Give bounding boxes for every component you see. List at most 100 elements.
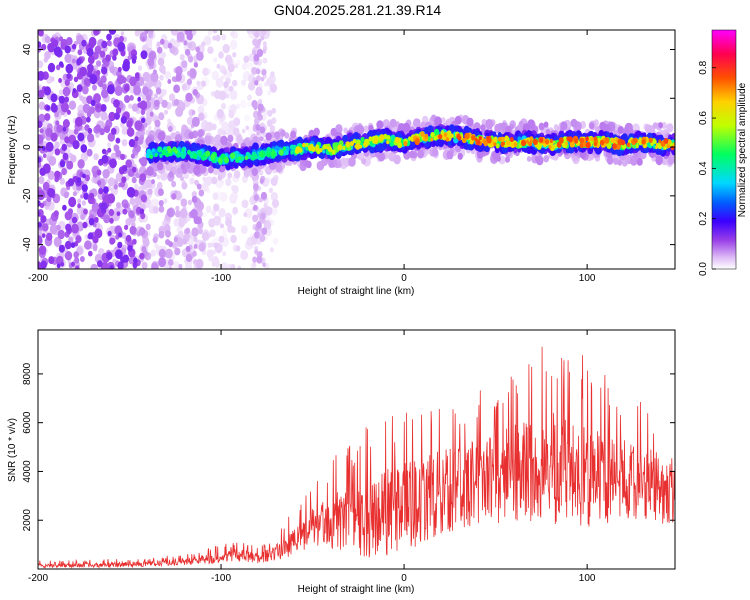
spectrogram-cell	[41, 233, 46, 239]
spectrogram-cell	[63, 191, 69, 199]
spectrogram-cell	[241, 62, 248, 71]
spectrogram-cell	[326, 145, 330, 150]
spectrogram-cell	[80, 213, 85, 220]
spectrogram-cell	[335, 124, 343, 134]
spectrogram-cell	[211, 70, 219, 81]
spectrogram-cell	[141, 261, 148, 269]
spectrogram-cell	[64, 96, 69, 103]
spectrogram-cell	[41, 145, 46, 151]
spectrogram-cell	[510, 142, 515, 148]
spectrogram-cell	[256, 255, 263, 264]
spectrogram-cell	[50, 93, 58, 103]
spectrogram-cell	[140, 212, 146, 220]
spectrogram-cell	[450, 133, 454, 138]
spectrogram-cell	[133, 85, 142, 96]
spectrogram-cell	[116, 211, 121, 217]
spectrogram-cell	[225, 217, 232, 227]
spectrogram-cell	[244, 155, 249, 161]
spectrogram-cell	[149, 155, 152, 159]
spectrogram-cell	[393, 154, 401, 165]
spectrogram-cell	[103, 214, 111, 224]
spectrogram-cell	[322, 144, 327, 150]
spectrogram-cell	[661, 157, 668, 166]
spectrogram-cell	[175, 210, 181, 218]
spectrogram-cell	[403, 141, 408, 147]
spectrogram-cell	[256, 49, 264, 57]
spectrogram-cell	[107, 177, 116, 187]
spectrogram-cell	[166, 208, 174, 218]
spectrogram-cell	[241, 148, 247, 156]
spectrogram-cell	[117, 41, 126, 52]
spectrogram-cell	[197, 150, 202, 156]
spectrogram-cell	[140, 50, 148, 60]
spectrogram-cell	[534, 156, 540, 162]
spectrogram-cell	[141, 117, 146, 124]
spectrogram-cell	[207, 46, 214, 54]
spectrogram-cell	[617, 126, 624, 134]
spectrogram-cell	[424, 133, 429, 139]
spectrogram-cell	[635, 144, 639, 149]
spectrogram-cell	[181, 181, 188, 190]
spectrogram-cell	[560, 121, 568, 131]
spectrogram-cell	[198, 227, 203, 235]
spectrogram-cell	[207, 30, 212, 36]
spectrogram-cell	[397, 141, 403, 149]
spectrogram-cell	[648, 137, 653, 143]
spectrogram-cell	[269, 83, 277, 93]
spectrogram-cell	[68, 196, 77, 208]
spectrogram-cell	[240, 156, 245, 161]
spectrogram-cell	[270, 177, 278, 187]
spectrogram-cell	[159, 74, 164, 81]
spectrogram-cell	[163, 198, 168, 204]
spectrogram-cell	[174, 247, 181, 256]
spectrogram-cell	[305, 142, 309, 147]
spectrogram-cell	[73, 251, 79, 259]
spectrogram-cell	[211, 261, 216, 267]
spectrogram-cell	[79, 95, 84, 101]
spectrogram-cell	[469, 139, 474, 145]
spectrogram-cell	[167, 79, 172, 84]
spectrogram-cell	[225, 178, 232, 187]
spectrogram-cell	[247, 61, 254, 70]
spectrogram-cell	[218, 235, 225, 243]
spectrogram-cell	[236, 134, 242, 141]
spectrogram-cell	[95, 103, 100, 110]
spectrogram-cell	[90, 263, 98, 269]
spectrogram-cell	[138, 227, 146, 236]
spectrogram-cell	[256, 110, 262, 117]
spectrogram-cell	[211, 176, 218, 185]
spectrogram-cell	[305, 160, 312, 169]
spectrogram-cell	[270, 206, 278, 216]
spectrogram-cell	[260, 212, 266, 220]
spectrogram-cell	[240, 250, 249, 260]
spectrogram-cell	[222, 251, 227, 257]
spectrogram-cell	[290, 154, 296, 161]
spectrogram-cell	[62, 204, 67, 211]
spectrogram-cell	[606, 156, 614, 165]
spectrogram-cell	[100, 111, 108, 121]
page-title: GN04.2025.281.21.39.R14	[273, 2, 442, 18]
spectrogram-cell	[567, 131, 573, 138]
spectrogram-cell	[315, 146, 320, 152]
spectrogram-cell	[208, 218, 216, 228]
spectrogram-cell	[379, 134, 385, 141]
spectrogram-cell	[100, 261, 109, 269]
spectrogram-cell	[115, 149, 122, 158]
spectrogram-cell	[528, 141, 532, 147]
spectrogram-cell	[266, 151, 271, 158]
spectrogram-cell	[180, 152, 186, 159]
spectrogram-cell	[58, 244, 65, 253]
spectrogram-cell	[176, 167, 182, 174]
spectrogram-cell	[76, 58, 82, 66]
spectrogram-cell	[467, 142, 473, 151]
spectrogram-cell	[178, 219, 185, 228]
spectrogram-cell	[544, 139, 550, 145]
spectrogram-cell	[254, 231, 260, 239]
spectrogram-cell	[604, 137, 610, 144]
spectrogram-cell	[38, 245, 47, 256]
spectrogram-cell	[74, 257, 80, 264]
spectrogram-cell	[319, 148, 323, 153]
spectrogram-cell	[247, 94, 252, 101]
spectrogram-cell	[243, 55, 250, 64]
spectrogram-cell	[253, 204, 258, 211]
